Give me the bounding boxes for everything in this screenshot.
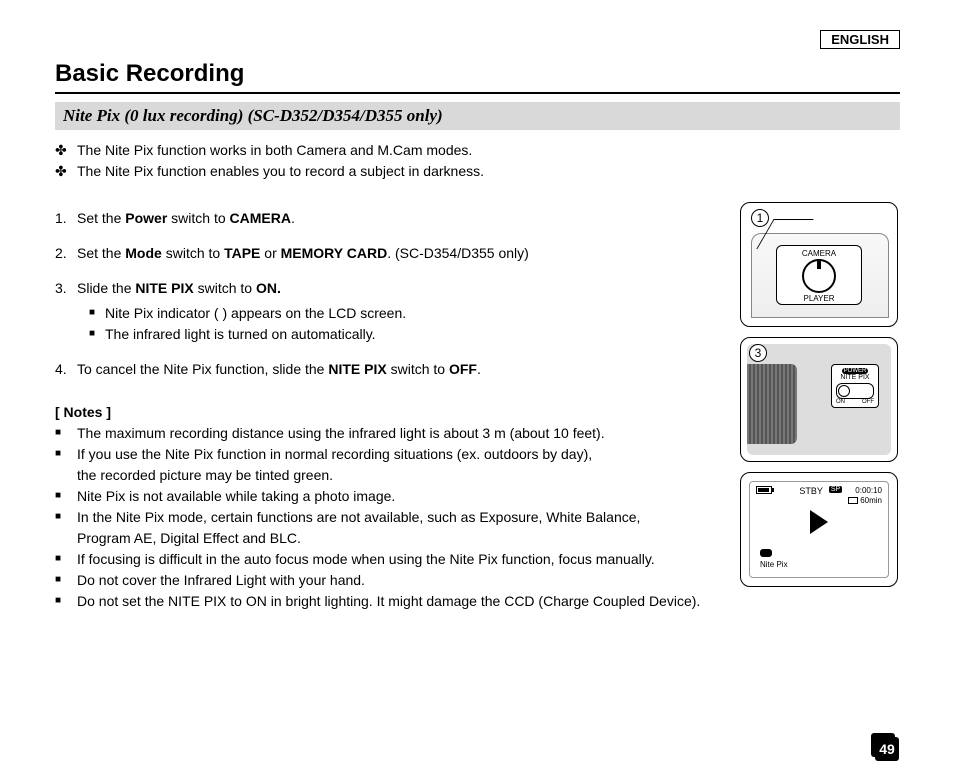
step-text: To cancel the Nite Pix function, slide t…: [77, 359, 735, 380]
lcd-mode-label: Nite Pix: [760, 560, 788, 569]
language-label: ENGLISH: [820, 30, 900, 49]
nite-pix-switch-box: POWER NITE PIX ON OFF: [831, 364, 879, 408]
dial-label-camera: CAMERA: [777, 249, 861, 258]
switch-on-label: ON: [836, 399, 845, 405]
step-number: 1.: [55, 208, 77, 229]
page-number: 49: [875, 737, 899, 761]
nite-pix-indicator-icon: [760, 549, 772, 557]
step-3: 3. Slide the NITE PIX switch to ON. ■ Ni…: [55, 278, 735, 345]
content-area: ✤ The Nite Pix function works in both Ca…: [55, 140, 735, 612]
figure-3: 3 POWER NITE PIX ON OFF: [740, 337, 898, 462]
lcd-sp-badge: SP: [829, 486, 842, 493]
square-bullet-icon: ■: [55, 486, 77, 507]
substep-text: Nite Pix indicator ( ) appears on the LC…: [105, 303, 406, 324]
step-number: 4.: [55, 359, 77, 380]
bullet-icon: ✤: [55, 161, 77, 182]
substep-text: The infrared light is turned on automati…: [105, 324, 376, 345]
lcd-screen: STBY SP 0:00:10 60min Nite Pix: [749, 481, 889, 578]
figures-column: 1 CAMERA PLAYER 3 POWER NITE PIX: [740, 202, 900, 597]
square-bullet-icon: ■: [55, 549, 77, 570]
intro-text: The Nite Pix function works in both Came…: [77, 140, 472, 161]
bullet-icon: ✤: [55, 140, 77, 161]
figure-1: 1 CAMERA PLAYER: [740, 202, 898, 327]
callout-number-1: 1: [751, 209, 769, 227]
note-text: Do not cover the Infrared Light with you…: [77, 570, 365, 591]
step-text: Slide the NITE PIX switch to ON.: [77, 278, 735, 299]
camera-illustration: CAMERA PLAYER: [751, 233, 889, 318]
notes-heading: [ Notes ]: [55, 402, 735, 423]
lcd-time: 0:00:10: [848, 486, 882, 496]
square-bullet-icon: ■: [55, 591, 77, 612]
step-number: 2.: [55, 243, 77, 264]
dial-label-player: PLAYER: [777, 294, 861, 303]
switch-off-label: OFF: [862, 399, 874, 405]
step-1: 1. Set the Power switch to CAMERA.: [55, 208, 735, 229]
lcd-remaining: 60min: [860, 496, 882, 505]
lcd-stby-label: STBY: [799, 486, 823, 496]
note-text: The maximum recording distance using the…: [77, 423, 605, 444]
note-text: If focusing is difficult in the auto foc…: [77, 549, 655, 570]
step-text: Set the Power switch to CAMERA.: [77, 208, 735, 229]
note-text: In the Nite Pix mode, certain functions …: [77, 507, 640, 549]
step-text: Set the Mode switch to TAPE or MEMORY CA…: [77, 243, 735, 264]
note-text: Nite Pix is not available while taking a…: [77, 486, 395, 507]
battery-icon: [756, 486, 772, 494]
lens-grip-icon: [747, 364, 797, 444]
square-bullet-icon: ■: [77, 324, 105, 345]
steps-list: 1. Set the Power switch to CAMERA. 2. Se…: [55, 208, 735, 380]
power-dial-icon: [802, 259, 836, 293]
page-number-badge: 49: [871, 733, 899, 761]
nite-pix-label: NITE PIX: [834, 374, 876, 381]
square-bullet-icon: ■: [77, 303, 105, 324]
square-bullet-icon: ■: [55, 570, 77, 591]
square-bullet-icon: ■: [55, 423, 77, 444]
intro-list: ✤ The Nite Pix function works in both Ca…: [55, 140, 735, 182]
power-dial-label-box: CAMERA PLAYER: [776, 245, 862, 305]
square-bullet-icon: ■: [55, 444, 77, 486]
callout-number-3: 3: [749, 344, 767, 362]
step-4: 4. To cancel the Nite Pix function, slid…: [55, 359, 735, 380]
step-2: 2. Set the Mode switch to TAPE or MEMORY…: [55, 243, 735, 264]
tape-icon: [848, 497, 858, 504]
note-text: If you use the Nite Pix function in norm…: [77, 444, 592, 486]
note-text: Do not set the NITE PIX to ON in bright …: [77, 591, 700, 612]
square-bullet-icon: ■: [55, 507, 77, 549]
figure-lcd: STBY SP 0:00:10 60min Nite Pix: [740, 472, 898, 587]
subsection-title: Nite Pix (0 lux recording) (SC-D352/D354…: [55, 102, 900, 130]
intro-text: The Nite Pix function enables you to rec…: [77, 161, 484, 182]
section-title: Basic Recording: [55, 60, 900, 94]
notes-list: ■The maximum recording distance using th…: [55, 423, 735, 612]
camera-side-illustration: POWER NITE PIX ON OFF: [747, 344, 891, 455]
nite-pix-switch-icon: [836, 383, 874, 399]
play-arrow-icon: [810, 510, 828, 534]
step-number: 3.: [55, 278, 77, 345]
